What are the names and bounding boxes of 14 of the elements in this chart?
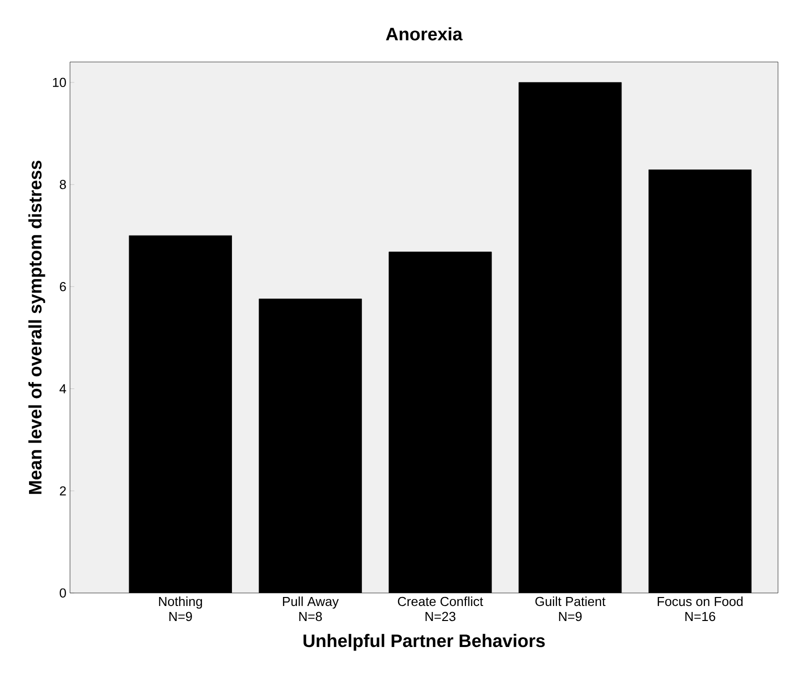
- x-tick-label: Pull Away N=8: [282, 596, 339, 622]
- y-tick-label: 4: [60, 384, 66, 394]
- x-tick-label: Create Conflict N=23: [398, 596, 484, 622]
- y-tick-label: 8: [60, 180, 66, 190]
- x-tick-label: Nothing N=9: [159, 596, 202, 622]
- chart-title: Anorexia: [386, 27, 463, 40]
- y-axis-title: Mean level of overall symptom distress: [28, 160, 46, 494]
- y-tick-label: 6: [60, 282, 66, 292]
- x-axis-title: Unhelpful Partner Behaviors: [304, 634, 545, 651]
- y-tick-label: 10: [53, 78, 66, 88]
- y-tick-label: 2: [60, 486, 66, 496]
- y-tick-label: 0: [60, 588, 66, 598]
- x-tick-label: Focus on Food N=16: [658, 596, 743, 622]
- x-tick-label: Guilt Patient N=9: [535, 596, 606, 622]
